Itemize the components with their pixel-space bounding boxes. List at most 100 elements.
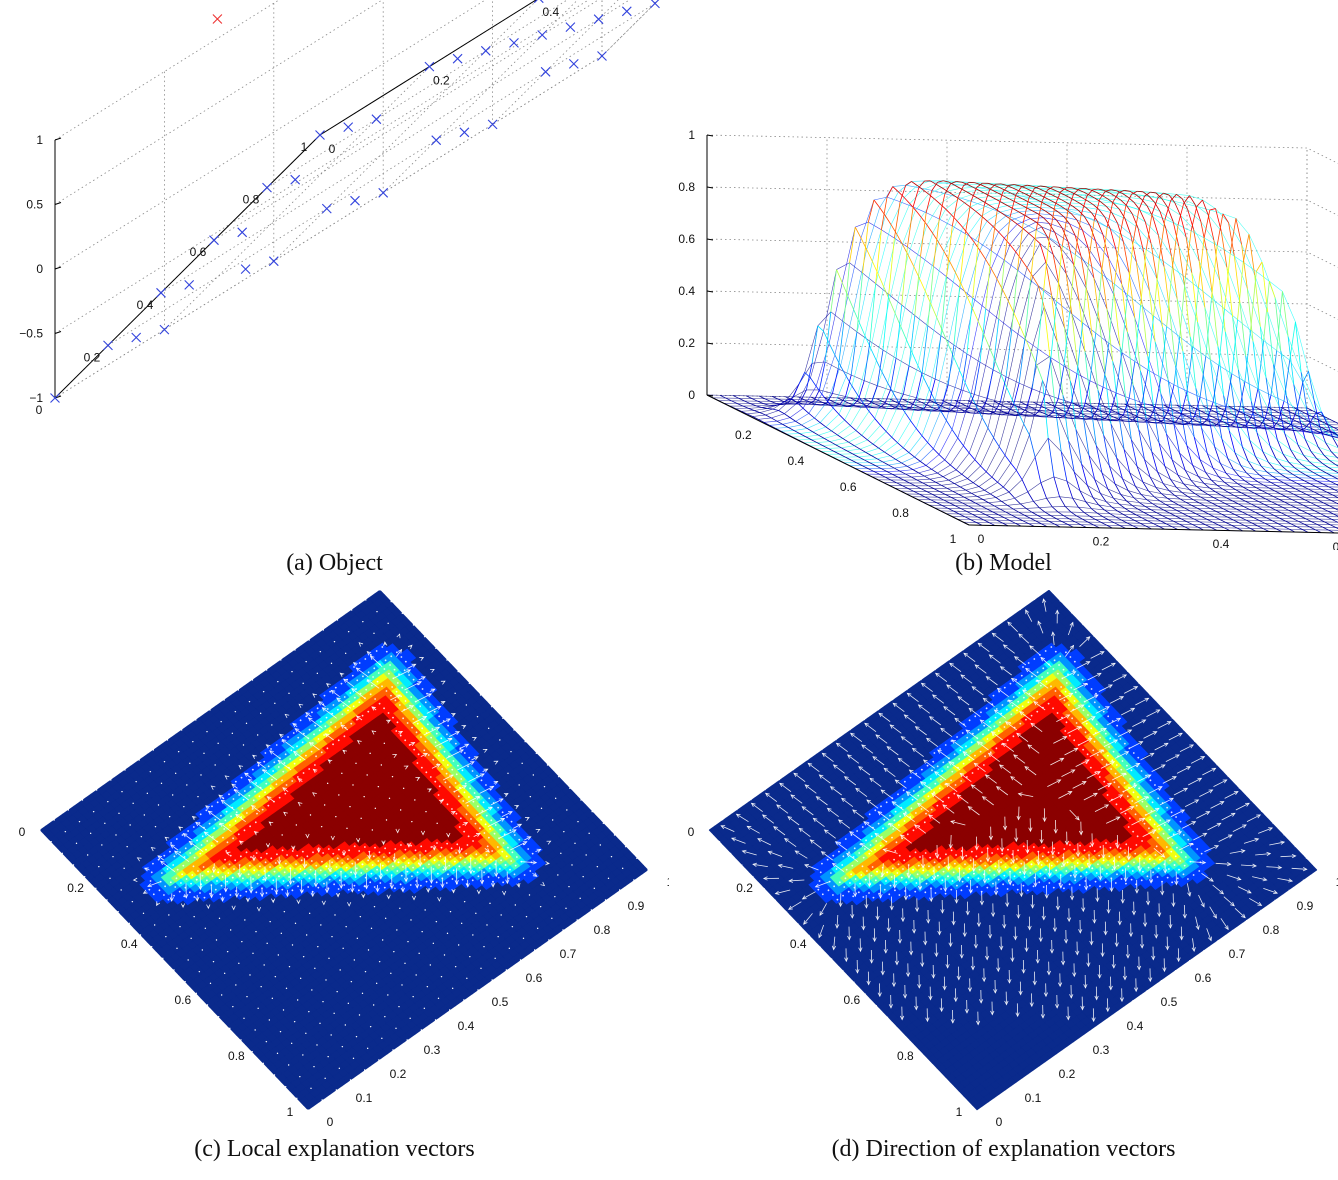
mesh-segment [1228, 492, 1235, 496]
mesh-segment [1142, 406, 1150, 411]
mesh-segment [836, 269, 843, 283]
mesh-segment [1088, 455, 1096, 480]
mesh-segment [1212, 467, 1219, 477]
mesh-segment [973, 508, 980, 513]
mesh-segment [1320, 469, 1327, 474]
mesh-segment [992, 319, 1000, 370]
mesh-segment [1042, 380, 1049, 439]
mesh-segment [931, 468, 938, 474]
mesh-segment [966, 511, 973, 515]
mesh-segment [1042, 196, 1049, 200]
mesh-segment [759, 412, 766, 416]
mesh-segment [1220, 494, 1227, 499]
mesh-segment [937, 496, 945, 501]
mesh-segment [1038, 188, 1045, 192]
mesh-segment [998, 231, 1005, 239]
mesh-segment [1201, 516, 1208, 520]
mesh-segment [1293, 430, 1299, 432]
mesh-segment [1317, 446, 1325, 456]
mesh-segment [964, 202, 971, 208]
mesh-segment [1055, 408, 1062, 452]
mesh-segment [1074, 235, 1082, 256]
mesh-segment [1220, 406, 1227, 422]
mesh-segment [995, 497, 1002, 502]
mesh-segment [1262, 422, 1269, 427]
mesh-segment [837, 322, 845, 369]
y-tick-label: 0.2 [433, 74, 450, 88]
mesh-segment [1329, 524, 1337, 528]
mesh-segment [889, 358, 897, 391]
mesh-segment [1098, 188, 1104, 191]
mesh-segment [1309, 421, 1316, 425]
mesh-segment [831, 430, 838, 436]
mesh-segment [1092, 204, 1100, 210]
mesh-segment [908, 452, 915, 458]
mesh-segment [1124, 507, 1131, 513]
mesh-segment [1063, 410, 1070, 414]
mesh-segment [1140, 494, 1148, 501]
mesh-segment [858, 380, 865, 400]
mesh-segment [996, 191, 1004, 212]
mesh-segment [1206, 250, 1213, 294]
mesh-segment [973, 403, 980, 407]
mesh-segment [880, 405, 887, 409]
mesh-segment [845, 376, 853, 387]
mesh-segment [1280, 407, 1287, 411]
grid-line [164, 66, 430, 330]
mesh-segment [924, 496, 931, 501]
mesh-segment [1274, 490, 1281, 495]
mesh-segment [1271, 414, 1278, 419]
mesh-segment [1175, 515, 1182, 520]
mesh-segment [849, 227, 856, 263]
mesh-segment [1079, 203, 1087, 208]
mesh-segment [1241, 244, 1248, 289]
mesh-segment [1266, 517, 1273, 522]
mesh-segment [1046, 204, 1053, 209]
mesh-segment [1174, 495, 1181, 500]
mesh-segment [750, 403, 757, 407]
z-tick-label: 0.5 [26, 198, 43, 212]
mesh-segment [1167, 497, 1174, 503]
mesh-segment [1080, 196, 1088, 216]
mesh-segment [1166, 433, 1173, 460]
mesh-segment [903, 197, 911, 204]
point-negative [321, 203, 332, 214]
mesh-segment [1153, 496, 1161, 502]
mesh-segment [892, 473, 899, 478]
mesh-segment [810, 439, 818, 443]
mesh-segment [1058, 186, 1065, 190]
mesh-segment [1140, 522, 1147, 527]
mesh-segment [1301, 423, 1308, 428]
mesh-segment [950, 181, 957, 185]
mesh-segment [885, 476, 892, 481]
mesh-segment [1126, 417, 1133, 421]
point-negative [452, 53, 463, 64]
point-negative [131, 332, 142, 343]
mesh-segment [958, 407, 965, 412]
mesh-segment [956, 499, 963, 504]
mesh-segment [1241, 406, 1248, 410]
mesh-segment [861, 403, 868, 407]
mesh-segment [1167, 384, 1175, 411]
mesh-segment [918, 472, 925, 477]
mesh-segment [982, 201, 990, 206]
mesh-segment [911, 181, 918, 186]
mesh-segment [1238, 475, 1245, 482]
mesh-segment [1056, 341, 1064, 396]
mesh-segment [780, 400, 787, 405]
mesh-segment [842, 438, 849, 443]
mesh-segment [1104, 375, 1112, 424]
mesh-segment [1088, 194, 1096, 199]
mesh-segment [1025, 404, 1032, 408]
mesh-segment [1207, 402, 1214, 420]
mesh-segment [1254, 406, 1261, 411]
mesh-segment [983, 334, 990, 348]
mesh-segment [938, 193, 946, 220]
mesh-segment [1049, 356, 1056, 410]
mesh-segment [929, 378, 936, 401]
mesh-segment [873, 199, 881, 208]
mesh-segment [1279, 517, 1286, 522]
mesh-segment [951, 429, 959, 439]
mesh-segment [1184, 470, 1192, 481]
mesh-segment [1293, 407, 1300, 411]
